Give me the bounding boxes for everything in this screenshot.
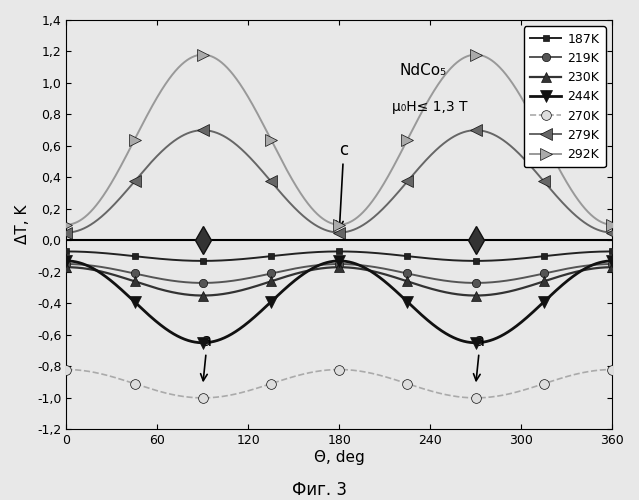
230K bbox=[592, 265, 600, 271]
292K bbox=[90, 205, 98, 211]
270K bbox=[593, 368, 601, 374]
230K bbox=[314, 266, 321, 272]
244K bbox=[493, 335, 500, 341]
219K bbox=[63, 261, 70, 267]
230K bbox=[199, 292, 206, 298]
219K bbox=[592, 262, 600, 268]
Line: 279K: 279K bbox=[66, 130, 612, 232]
292K bbox=[592, 216, 600, 222]
Text: c: c bbox=[337, 140, 348, 228]
219K bbox=[90, 263, 98, 269]
Line: 244K: 244K bbox=[66, 261, 612, 343]
230K bbox=[328, 264, 336, 270]
Text: a: a bbox=[473, 332, 485, 380]
244K bbox=[63, 258, 70, 264]
Line: 187K: 187K bbox=[66, 252, 612, 261]
244K bbox=[593, 260, 601, 266]
219K bbox=[608, 261, 616, 267]
Text: μ₀H≤ 1,3 T: μ₀H≤ 1,3 T bbox=[392, 100, 468, 114]
279K bbox=[328, 229, 336, 235]
230K bbox=[608, 264, 616, 270]
187K bbox=[593, 248, 601, 254]
Legend: 187K, 219K, 230K, 244K, 270K, 279K, 292K: 187K, 219K, 230K, 244K, 270K, 279K, 292K bbox=[524, 26, 606, 168]
244K bbox=[328, 258, 336, 264]
292K bbox=[593, 216, 601, 222]
230K bbox=[493, 291, 500, 297]
187K bbox=[328, 248, 336, 254]
279K bbox=[199, 127, 206, 133]
X-axis label: Θ, deg: Θ, deg bbox=[314, 450, 365, 465]
Text: Фиг. 3: Фиг. 3 bbox=[292, 481, 347, 499]
279K bbox=[593, 226, 601, 232]
244K bbox=[314, 263, 321, 269]
270K bbox=[314, 368, 321, 374]
Line: 230K: 230K bbox=[66, 267, 612, 296]
Text: NdCo₅: NdCo₅ bbox=[400, 63, 447, 78]
Y-axis label: ΔT, K: ΔT, K bbox=[15, 205, 30, 244]
292K bbox=[314, 212, 321, 218]
187K bbox=[63, 248, 70, 254]
279K bbox=[608, 230, 616, 235]
230K bbox=[593, 265, 601, 271]
244K bbox=[199, 340, 206, 346]
270K bbox=[328, 366, 336, 372]
279K bbox=[63, 230, 70, 235]
219K bbox=[328, 261, 336, 267]
219K bbox=[314, 262, 321, 268]
187K bbox=[199, 258, 206, 264]
Text: a: a bbox=[201, 332, 212, 380]
292K bbox=[608, 222, 616, 228]
270K bbox=[608, 366, 616, 372]
187K bbox=[592, 249, 600, 255]
292K bbox=[63, 222, 70, 228]
219K bbox=[199, 280, 206, 286]
270K bbox=[63, 366, 70, 372]
270K bbox=[199, 395, 206, 401]
270K bbox=[592, 368, 600, 374]
187K bbox=[608, 248, 616, 254]
187K bbox=[314, 249, 321, 255]
Line: 219K: 219K bbox=[66, 264, 612, 283]
292K bbox=[493, 61, 500, 67]
292K bbox=[199, 52, 206, 58]
270K bbox=[493, 394, 500, 400]
279K bbox=[493, 133, 500, 139]
219K bbox=[493, 279, 500, 285]
244K bbox=[592, 260, 600, 266]
230K bbox=[63, 264, 70, 270]
279K bbox=[592, 226, 600, 232]
Line: 270K: 270K bbox=[66, 370, 612, 398]
244K bbox=[90, 266, 98, 272]
279K bbox=[90, 220, 98, 226]
279K bbox=[314, 224, 321, 230]
187K bbox=[493, 258, 500, 264]
270K bbox=[90, 370, 98, 376]
187K bbox=[90, 250, 98, 256]
219K bbox=[593, 262, 601, 268]
230K bbox=[90, 267, 98, 273]
Line: 292K: 292K bbox=[66, 54, 612, 224]
244K bbox=[608, 258, 616, 264]
292K bbox=[328, 220, 336, 226]
